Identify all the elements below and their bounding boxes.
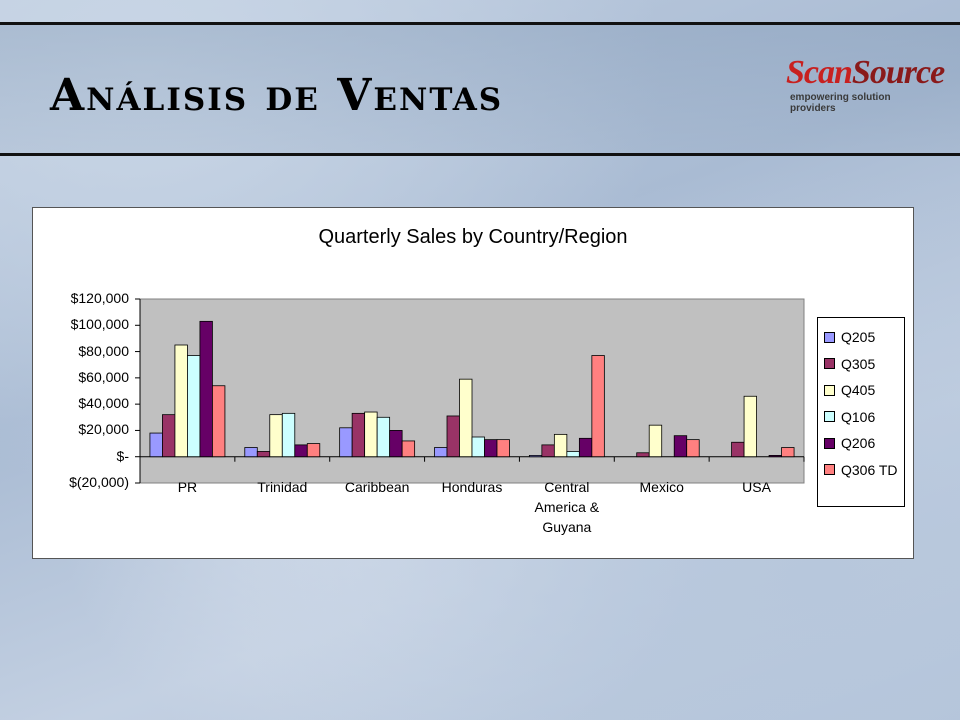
bar-q106 [187,355,201,458]
bar-q306-td [306,443,321,458]
legend-swatch [824,358,835,370]
bar-q306-td [212,385,226,458]
bar-q405 [269,414,283,458]
bar-q106 [281,412,296,458]
x-tick-label-line: Guyana [542,519,592,535]
y-tick-label: $80,000 [78,342,129,359]
bar-q306-td [781,447,795,458]
x-tick-label: PR [132,477,242,497]
bar-q106 [471,436,485,458]
legend-label: Q205 [841,329,876,346]
bar-q306-td [496,439,510,458]
bar-q206 [294,444,308,458]
x-tick-label: USA [702,477,812,497]
y-tick-label: $20,000 [78,421,129,438]
legend-swatch [824,437,835,449]
legend-entry: Q405 [824,377,904,404]
chart-plot [135,298,805,484]
y-tick-label: $- [116,447,129,464]
bar-q306-td [686,439,700,458]
x-tick-label-line: Caribbean [344,479,410,495]
legend-entry: Q306 TD [824,457,904,484]
bar-q206 [484,439,498,458]
x-tick-label-line: Honduras [441,479,503,495]
x-tick-label: Trinidad [227,477,337,497]
bar-q305 [351,412,366,458]
scansource-logo: ScanSource empowering solution providers [786,54,945,115]
x-tick-label-line: PR [177,479,198,495]
bar-q405 [743,395,757,458]
legend-entry: Q305 [824,351,904,378]
chart-title: Quarterly Sales by Country/Region [318,226,628,248]
bar-q205 [528,454,543,458]
bar-q205 [434,447,448,458]
bar-q305 [256,451,271,458]
bar-q206 [673,435,688,458]
x-tick-label: Caribbean [322,477,432,497]
bar-q405 [648,424,663,458]
bar-q206 [199,320,213,458]
bar-q305 [541,444,555,458]
bar-q305 [446,415,460,458]
bar-q306-td [401,440,416,458]
legend-label: Q206 [841,435,876,452]
legend-label: Q306 TD [841,461,898,478]
x-tick-label: Honduras [417,477,527,497]
bar-q205 [339,427,353,458]
legend-label: Q405 [841,382,876,399]
logo-word-scan: Scan [786,54,853,91]
y-tick-label: $120,000 [70,290,129,306]
y-tick-label: $60,000 [78,368,129,385]
bar-q405 [459,378,473,458]
legend-swatch [824,384,835,396]
logo-tagline: empowering solution providers [790,92,891,114]
bar-q306-td [591,355,605,458]
bar-q206 [578,437,593,458]
legend-label: Q106 [841,408,876,425]
legend-entry: Q206 [824,430,904,457]
y-tick-label: $100,000 [70,316,129,333]
bar-q305 [731,441,745,458]
legend-entry: Q205 [824,324,904,351]
y-tick-label: $40,000 [78,395,129,412]
bar-q205 [149,432,163,458]
logo-wordmark: ScanSource [786,54,945,91]
page-title: Análisis de Ventas [50,70,504,121]
bar-q106 [566,451,580,458]
chart-container: Quarterly Sales by Country/Region $120,0… [32,207,914,559]
bar-q405 [174,344,188,458]
legend-swatch [824,331,835,343]
chart-legend: Q205 Q305 Q405 Q106 Q206 Q306 TD [817,317,905,507]
x-tick-label: Central America & Guyana [512,477,622,537]
x-tick-label-line: Central [544,479,590,495]
header-band [0,22,960,156]
bar-q305 [636,452,650,458]
legend-entry: Q106 [824,404,904,431]
y-tick-label: $(20,000) [69,474,129,490]
legend-swatch [824,464,835,476]
x-tick-label: Mexico [607,477,717,497]
x-tick-label-line: Mexico [639,479,684,495]
x-tick-label-line: Trinidad [257,479,308,495]
bar-q305 [162,414,176,458]
legend-swatch [824,411,835,423]
x-tick-label-line: USA [742,479,771,495]
x-tick-label-line: America & [534,499,600,515]
bar-q405 [553,433,568,458]
legend-label: Q305 [841,355,876,372]
bar-q405 [364,411,378,458]
bar-q205 [244,447,258,458]
logo-word-source: Source [851,54,945,91]
bar-q106 [376,416,391,458]
bar-q206 [768,454,782,458]
bar-q206 [389,430,403,458]
